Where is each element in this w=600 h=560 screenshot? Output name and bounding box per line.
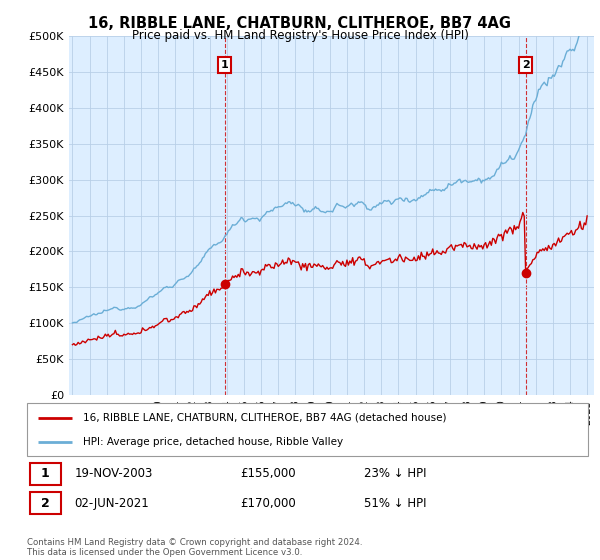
Text: 2: 2 [41,497,50,510]
Text: 2: 2 [522,60,530,70]
Text: £155,000: £155,000 [240,468,296,480]
FancyBboxPatch shape [30,463,61,485]
Text: 16, RIBBLE LANE, CHATBURN, CLITHEROE, BB7 4AG: 16, RIBBLE LANE, CHATBURN, CLITHEROE, BB… [89,16,511,31]
Text: Price paid vs. HM Land Registry's House Price Index (HPI): Price paid vs. HM Land Registry's House … [131,29,469,42]
Text: 16, RIBBLE LANE, CHATBURN, CLITHEROE, BB7 4AG (detached house): 16, RIBBLE LANE, CHATBURN, CLITHEROE, BB… [83,413,446,423]
Text: Contains HM Land Registry data © Crown copyright and database right 2024.
This d: Contains HM Land Registry data © Crown c… [27,538,362,557]
Text: HPI: Average price, detached house, Ribble Valley: HPI: Average price, detached house, Ribb… [83,436,343,446]
FancyBboxPatch shape [27,403,588,456]
FancyBboxPatch shape [30,492,61,515]
Text: 02-JUN-2021: 02-JUN-2021 [74,497,149,510]
Text: 1: 1 [221,60,229,70]
Text: 23% ↓ HPI: 23% ↓ HPI [364,468,426,480]
Text: 19-NOV-2003: 19-NOV-2003 [74,468,153,480]
Text: £170,000: £170,000 [240,497,296,510]
Text: 1: 1 [41,468,50,480]
Text: 51% ↓ HPI: 51% ↓ HPI [364,497,426,510]
